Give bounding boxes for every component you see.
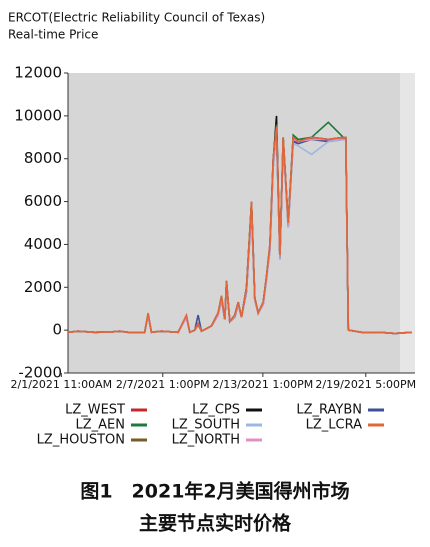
legend-label: LZ_RAYBN [296,403,362,418]
legend-label: LZ_SOUTH [172,418,240,433]
plot-area [68,73,400,373]
chart-subtitle: Real-time Price [8,28,98,42]
x-tick-label: 2/7/2021 1:00PM [116,378,210,391]
x-tick-label: 2/1/2021 11:00AM [11,378,113,391]
y-tick-label: 0 [52,321,62,339]
y-tick-label: 4000 [24,235,62,253]
y-tick-label: -2000 [18,364,62,382]
series-line [67,126,412,335]
chart-title: ERCOT(Electric Reliability Council of Te… [8,11,265,25]
y-tick-label: 10000 [14,106,62,124]
y-tick-label: 2000 [24,278,62,296]
plot-area-edge [400,73,415,373]
caption-line: 图1 2021年2月美国得州市场 [80,480,349,503]
caption-line: 主要节点实时价格 [139,512,292,535]
x-tick-label: 2/19/2021 5:00PM [315,378,416,391]
legend-label: LZ_NORTH [172,433,240,448]
legend-label: LZ_WEST [65,403,125,418]
legend-label: LZ_LCRA [306,418,362,433]
y-tick-label: 8000 [24,149,62,167]
x-tick-label: 2/13/2021 1:00PM [212,378,313,391]
y-tick-label: 12000 [14,64,62,82]
legend-label: LZ_HOUSTON [37,433,125,448]
y-tick-label: 6000 [24,192,62,210]
legend-label: LZ_AEN [76,418,125,433]
legend-label: LZ_CPS [192,403,240,418]
